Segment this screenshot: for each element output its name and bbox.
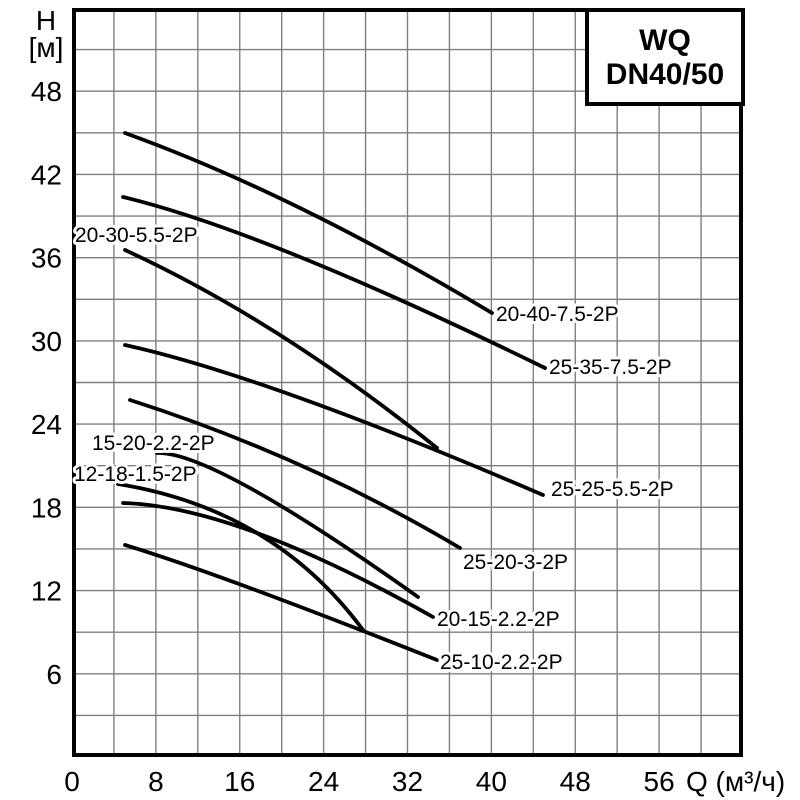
x-axis-tick-16: 16 (224, 766, 255, 797)
curve-label-12-18-1.5-2P: 12-18-1.5-2P (74, 463, 197, 486)
x-axis-tick-24: 24 (308, 766, 339, 797)
pump-curve-25-20-3-2P (128, 398, 462, 550)
pump-curve-15-20-2.2-2P (155, 451, 420, 599)
title-box-size-label: DN40/50 (606, 58, 724, 91)
y-axis-tick-42: 42 (31, 159, 62, 190)
y-axis-tick-36: 36 (31, 243, 62, 274)
curve-label-25-10-2.2-2P: 25-10-2.2-2P (440, 651, 563, 674)
x-axis-tick-56: 56 (644, 766, 675, 797)
curve-label-25-25-5.5-2P: 25-25-5.5-2P (551, 478, 674, 501)
pump-curve-25-35-7.5-2P (121, 195, 547, 370)
y-axis-title: H (36, 5, 56, 36)
title-box-border (585, 8, 745, 106)
pump-curve-20-40-7.5-2P (123, 131, 494, 315)
y-axis-tick-12: 12 (31, 576, 62, 607)
title-box: WQ DN40/50 (585, 8, 745, 106)
x-axis-tick-8: 8 (148, 766, 164, 797)
plot-frame (72, 8, 743, 757)
curve-label-20-30-5.5-2P: 20-30-5.5-2P (75, 224, 198, 247)
x-axis-tick-32: 32 (392, 766, 423, 797)
pump-curve-25-10-2.2-2P (123, 543, 439, 662)
x-axis-tick-40: 40 (476, 766, 507, 797)
y-axis-tick-18: 18 (31, 492, 62, 523)
curve-label-25-35-7.5-2P: 25-35-7.5-2P (549, 356, 672, 379)
curve-label-25-20-3-2P: 25-20-3-2P (463, 551, 568, 574)
pump-curve-25-25-5.5-2P (123, 343, 545, 497)
y-axis-tick-6: 6 (46, 659, 62, 690)
curve-label-20-40-7.5-2P: 20-40-7.5-2P (496, 303, 619, 326)
pump-curve-20-30-5.5-2P (123, 248, 439, 450)
title-box-series-name: WQ (639, 24, 691, 57)
curve-label-15-20-2.2-2P: 15-20-2.2-2P (92, 432, 215, 455)
x-axis-tick-0: 0 (64, 766, 80, 797)
y-axis-unit-label: [м] (29, 32, 64, 63)
pump-curve-20-15-2.2-2P (121, 501, 435, 619)
y-axis-tick-48: 48 (31, 76, 62, 107)
x-axis-unit-label: Q (м³/ч) (686, 766, 785, 797)
y-axis-tick-30: 30 (31, 326, 62, 357)
curve-label-20-15-2.2-2P: 20-15-2.2-2P (437, 608, 560, 631)
y-axis-tick-24: 24 (31, 409, 62, 440)
x-axis-tick-48: 48 (560, 766, 591, 797)
